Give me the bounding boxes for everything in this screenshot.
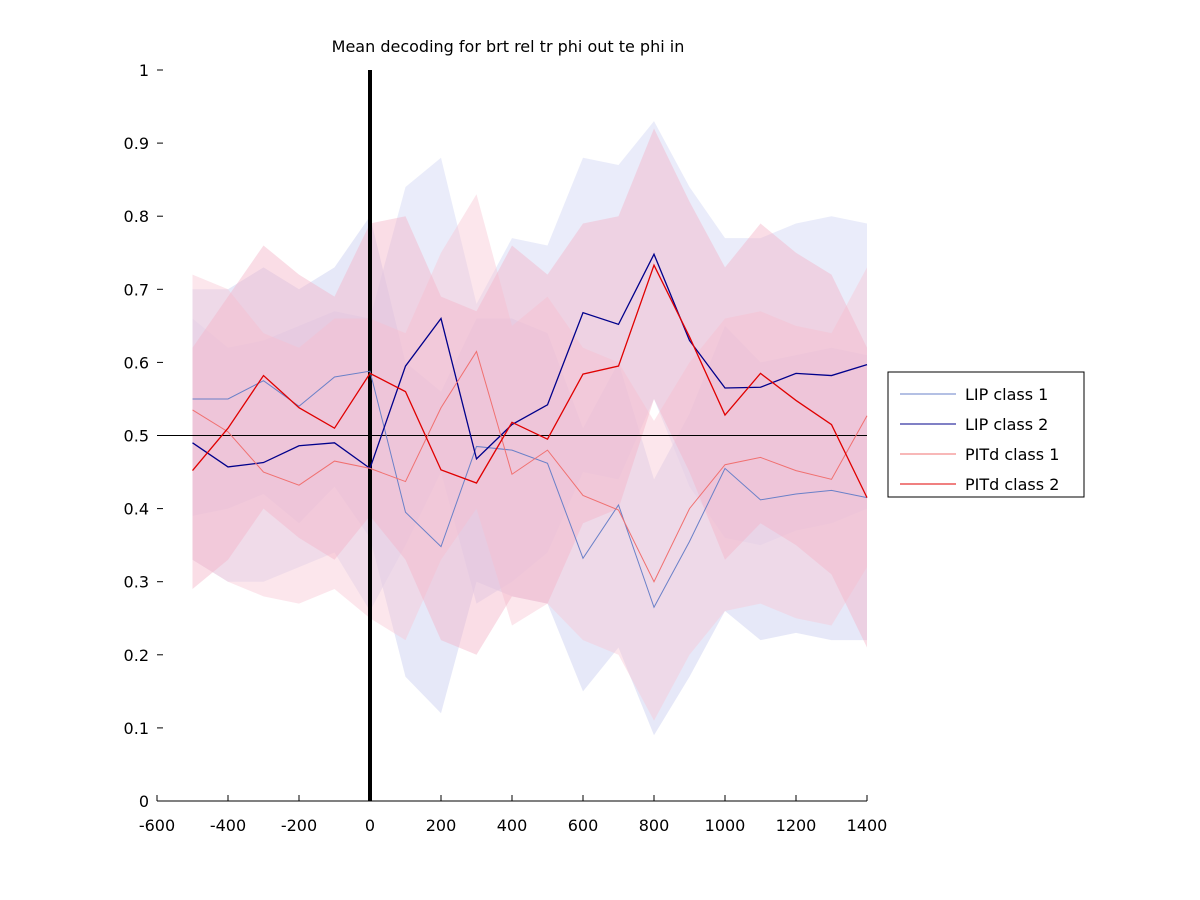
y-tick-label: 1 [139,61,149,80]
series-lines [192,252,868,609]
legend-entry-3: PITd class 1 [965,445,1059,464]
y-tick-label: 0.4 [124,500,149,519]
x-tick-label: 600 [568,816,599,835]
legend-entry-1: LIP class 1 [965,385,1048,404]
axes: -600 -400 -200 0 200 400 600 800 1000 1200 1400 0 0.… [124,61,888,835]
y-tick-label: 0.2 [124,646,149,665]
x-tick-label: 1400 [847,816,888,835]
x-tick-label: 800 [639,816,670,835]
series-line-2 [192,252,868,470]
series-line-3 [192,350,868,583]
chart-title: Mean decoding for brt rel tr phi out te … [332,37,685,56]
legend-entry-4: PITd class 2 [965,475,1059,494]
y-tick-label: 0.9 [124,134,149,153]
x-tick-label: -600 [139,816,175,835]
band-1 [192,216,867,736]
reference-lines [157,70,867,801]
x-tick-label: 200 [426,816,457,835]
series-line-4 [192,263,868,498]
band-2 [192,121,867,611]
x-tick-label: 1000 [705,816,746,835]
y-tick-label: 0.7 [124,280,149,299]
x-tick-label: -200 [281,816,317,835]
x-tick-label: 0 [365,816,375,835]
band-3 [192,194,867,721]
x-tick-label: -400 [210,816,246,835]
series-line-1 [192,370,868,609]
confidence-bands [192,121,867,736]
y-tick-label: 0.6 [124,353,149,372]
y-tick-label: 0.5 [124,427,149,446]
legend-box [887,371,1085,498]
band-4 [192,128,867,655]
y-tick-label: 0.1 [124,719,149,738]
x-tick-label: 400 [497,816,528,835]
y-tick-label: 0.3 [124,573,149,592]
legend: LIP class 1 LIP class 2 PITd class 1 PITd c… [887,371,1085,498]
y-tick-label: 0 [139,792,149,811]
x-tick-label: 1200 [776,816,817,835]
legend-entry-2: LIP class 2 [965,415,1048,434]
y-tick-label: 0.8 [124,207,149,226]
